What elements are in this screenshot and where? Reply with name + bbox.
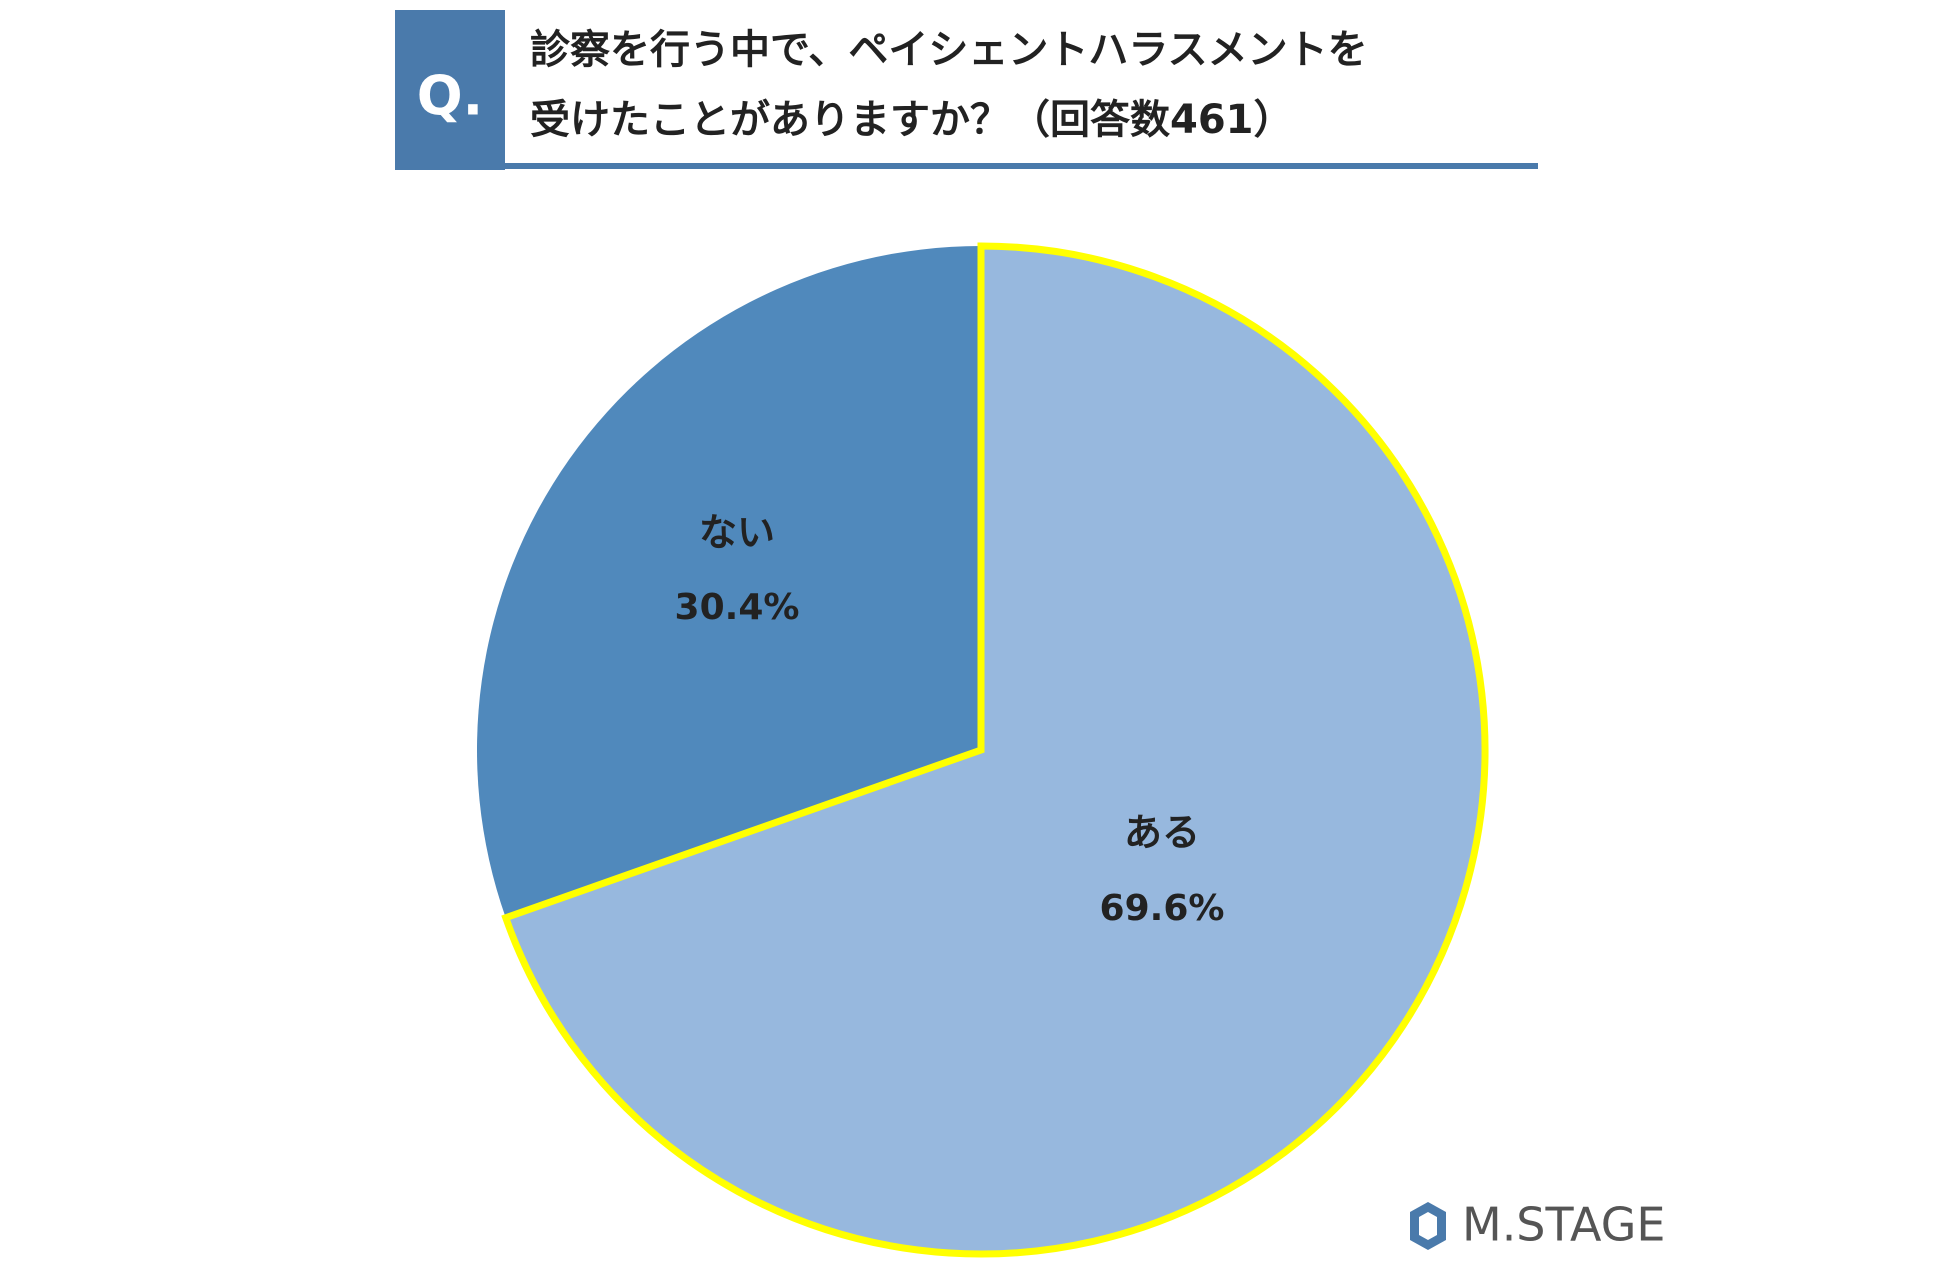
slice-category: ある bbox=[1124, 811, 1200, 855]
pie-slice bbox=[501, 242, 1489, 1258]
logo-icon bbox=[1419, 1212, 1437, 1240]
logo: M.STAGE bbox=[1410, 1198, 1665, 1252]
slice-category: ない bbox=[699, 511, 775, 555]
logo-text: M.STAGE bbox=[1462, 1198, 1665, 1252]
slice-value-label: 30.4% bbox=[675, 587, 800, 628]
badge-box bbox=[395, 10, 505, 170]
pie-slice bbox=[476, 246, 981, 918]
pie: ある 69.6% ない 30.4% bbox=[476, 242, 1489, 1258]
slice-value-label: 69.6% bbox=[1100, 888, 1225, 929]
badge: Q. bbox=[417, 65, 483, 128]
title-underline bbox=[505, 163, 1538, 169]
chart-title: 診察を行う中で、ペイシェントハラスメントを bbox=[530, 27, 1368, 73]
chart-title: 受けたことがありますか？（回答数461） bbox=[530, 97, 1294, 143]
